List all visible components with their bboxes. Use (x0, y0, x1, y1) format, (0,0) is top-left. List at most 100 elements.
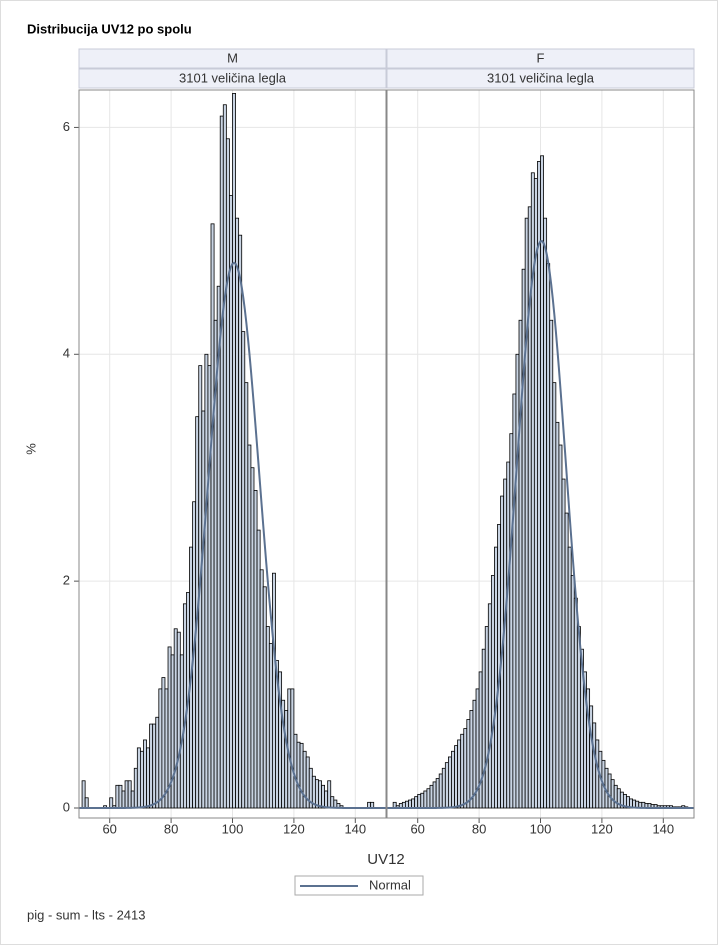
bar (201, 410, 206, 809)
bar (225, 138, 230, 809)
bar (127, 780, 132, 809)
legend-label: Normal (369, 877, 411, 892)
x-tick-label: 140 (652, 821, 674, 836)
normal-curve (387, 240, 694, 809)
bar (250, 467, 255, 809)
bar (121, 790, 126, 809)
panel-frame (386, 89, 695, 819)
bar (435, 778, 440, 809)
bar (259, 569, 264, 809)
bar (610, 779, 615, 809)
bar (170, 654, 175, 809)
bar (290, 688, 295, 809)
x-tick-label: 80 (164, 821, 178, 836)
bar (139, 750, 144, 809)
bar (241, 331, 246, 809)
bar (469, 710, 474, 809)
bar (484, 626, 489, 809)
panel-label: M (227, 50, 238, 65)
bar (454, 745, 459, 809)
y-tick-label: 4 (63, 346, 70, 361)
bar (118, 784, 123, 809)
chart-title: Distribucija UV12 po spolu (27, 21, 192, 36)
y-tick-label: 0 (63, 799, 70, 814)
bar (219, 115, 224, 809)
bar (549, 319, 554, 809)
panel-sublabel: 3101 veličina legla (179, 70, 287, 85)
bar (405, 800, 409, 809)
bar (324, 790, 329, 809)
bar (284, 710, 289, 809)
bar (546, 263, 551, 809)
bar (314, 779, 319, 809)
bar (256, 529, 261, 809)
bar (272, 572, 276, 809)
bar (244, 382, 249, 809)
bar (426, 788, 431, 809)
bar (253, 490, 258, 809)
normal-curve (79, 261, 386, 809)
bar (232, 93, 236, 809)
bar (330, 796, 335, 809)
bar (595, 739, 600, 809)
bar (161, 677, 166, 809)
panel-subheader (386, 68, 695, 89)
panel-subheader (78, 68, 387, 89)
x-tick-label: 140 (344, 821, 366, 836)
panel-label: F (537, 50, 545, 65)
footnote: pig - sum - lts - 2413 (27, 907, 146, 922)
bar (222, 104, 227, 809)
panel-header (386, 48, 695, 69)
y-tick-label: 6 (63, 119, 70, 134)
bar (210, 223, 215, 809)
bar (327, 780, 332, 809)
bar (441, 767, 446, 809)
bar (268, 643, 273, 809)
legend-box (294, 875, 424, 896)
bar (515, 353, 520, 809)
x-tick-label: 80 (472, 821, 486, 836)
bar (115, 784, 120, 809)
bar (176, 631, 181, 809)
bar (592, 722, 597, 809)
bar (265, 626, 270, 809)
bar (81, 780, 86, 809)
bar (429, 784, 434, 809)
bar (182, 603, 187, 809)
bar (512, 393, 517, 809)
bar (555, 421, 560, 809)
y-axis-label: % (23, 443, 38, 455)
bar (589, 705, 594, 809)
x-tick-label: 60 (410, 821, 424, 836)
bar (540, 155, 544, 809)
bar (423, 790, 428, 809)
x-tick-label: 100 (530, 821, 552, 836)
bar (552, 382, 557, 809)
bar (321, 784, 325, 809)
bar (235, 217, 240, 809)
bar (318, 780, 322, 809)
panel-header (78, 48, 387, 69)
bar (506, 461, 511, 809)
bar (558, 444, 563, 809)
bar (570, 575, 575, 809)
bar (262, 586, 267, 809)
bar (204, 353, 209, 809)
bar (564, 512, 569, 809)
bar (613, 784, 618, 809)
bar (109, 797, 114, 809)
bar (152, 723, 157, 809)
bar (438, 773, 443, 809)
bar (414, 796, 419, 809)
bar (432, 781, 437, 809)
bar (238, 234, 243, 809)
bar (503, 478, 508, 809)
bar (136, 747, 141, 809)
bar (487, 603, 492, 809)
panel-frame (78, 89, 387, 819)
bar (490, 575, 495, 809)
bar (447, 756, 452, 809)
bar (576, 626, 581, 809)
bar (417, 793, 422, 809)
